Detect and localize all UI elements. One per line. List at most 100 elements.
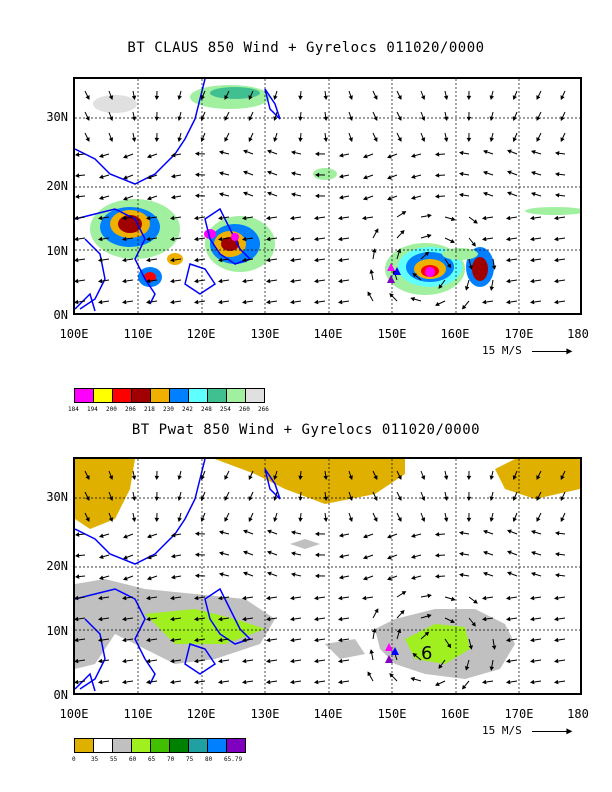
wind-vector-head — [224, 517, 229, 522]
wind-vector-head — [248, 475, 253, 480]
wind-vector-head — [387, 576, 392, 581]
top-lon-label-100e: 100E — [59, 327, 89, 341]
bottom-lon-label-130e: 130E — [250, 707, 280, 721]
wind-vector-head — [273, 137, 278, 142]
wind-vector-head — [464, 285, 470, 291]
wind-vector-head — [481, 215, 487, 221]
wind-vector-head — [169, 236, 175, 242]
wind-vector-head — [420, 137, 426, 142]
wind-vector-head — [489, 666, 495, 671]
bottom-colorbar-tick: 60 — [129, 756, 137, 763]
wind-vector-head — [410, 153, 416, 158]
wind-vector-head — [420, 496, 426, 501]
wind-vector-head — [434, 532, 440, 537]
bottom-vector-scale-arrow: ▶ — [532, 726, 572, 737]
wind-vector-head — [373, 116, 378, 121]
wind-vector-head — [75, 236, 79, 242]
wind-vector-head — [314, 151, 320, 157]
wind-vector-head — [290, 530, 296, 535]
wind-vector-head — [313, 658, 319, 664]
wind-vector-head — [298, 475, 303, 481]
bottom-colorbar-tick: 0 — [72, 756, 76, 763]
wind-vectors — [75, 470, 566, 690]
wind-vector-head — [410, 676, 416, 682]
wind-vector-head — [468, 645, 473, 650]
wind-vector-head — [505, 616, 511, 622]
lat-lon-grid — [75, 79, 580, 313]
wind-vector-head — [420, 95, 426, 100]
wind-vector-head — [553, 595, 559, 601]
wind-vector-head — [241, 595, 247, 601]
wind-vector-head — [154, 475, 160, 481]
wind-vector-head — [145, 679, 151, 685]
wind-vector-head — [553, 299, 559, 305]
wind-vector-head — [387, 196, 392, 201]
wind-vector-head — [154, 95, 160, 101]
pwat-shading — [75, 459, 580, 679]
wind-vector-head — [265, 278, 271, 284]
top-lon-label-170e: 170E — [504, 327, 534, 341]
wind-vector-head — [505, 637, 511, 643]
wind-vector-head — [290, 192, 296, 197]
wind-vector-head — [131, 95, 137, 101]
wind-vector-head — [85, 137, 90, 142]
wind-vector-head — [443, 475, 449, 481]
wind-vector-head — [458, 171, 464, 177]
wind-vector-head — [363, 576, 368, 581]
wind-vector-head — [273, 95, 278, 100]
wind-vector-head — [121, 257, 127, 263]
wind-vector-head — [85, 475, 90, 480]
wind-vector-head — [298, 95, 303, 101]
top-map-panel — [73, 77, 582, 315]
wind-vector-head — [169, 215, 175, 221]
wind-vector-head — [466, 517, 472, 523]
wind-vector-head — [410, 575, 416, 580]
wind-vector-head — [553, 215, 559, 221]
wind-vector-head — [443, 496, 449, 502]
wind-vector-head — [458, 572, 464, 578]
wind-vector-head — [410, 554, 416, 559]
wind-vector-head — [248, 116, 253, 121]
wind-vector-head — [85, 517, 90, 522]
wind-vector-head — [466, 496, 472, 502]
wind-vector-head — [267, 571, 272, 576]
wind-vector-head — [193, 616, 199, 622]
wind-vector-head — [400, 609, 405, 615]
wind-vector-head — [373, 475, 378, 480]
wind-vector-head — [505, 299, 511, 305]
wind-vector-head — [323, 496, 328, 502]
wind-vector-head — [241, 616, 247, 622]
wind-vector-head — [554, 552, 560, 557]
wind-vector-head — [489, 475, 495, 481]
wind-vector-head — [273, 517, 278, 522]
wind-vector-head — [170, 152, 176, 158]
top-colorbar-swatch — [150, 388, 170, 403]
wind-vector-head — [267, 149, 272, 154]
wind-vector-head — [397, 517, 402, 522]
wind-vector-head — [410, 533, 416, 538]
wind-vector-head — [241, 278, 247, 284]
wind-vector-head — [131, 116, 137, 122]
bottom-lon-label-140e: 140E — [313, 707, 343, 721]
wind-vector-head — [489, 137, 495, 143]
wind-vector-head — [298, 137, 303, 143]
wind-vector-head — [97, 637, 103, 643]
wind-vector-head — [131, 496, 137, 502]
bottom-lat-label-20n: 20N — [46, 559, 68, 573]
wind-vector-head — [97, 257, 103, 263]
wind-vector-head — [194, 193, 200, 199]
wind-vector-head — [560, 475, 565, 480]
gyre-markers — [231, 233, 435, 283]
wind-vector-head — [481, 595, 487, 601]
wind-vector-head — [298, 517, 303, 523]
bottom-map-canvas: 6 — [75, 459, 580, 693]
wind-vector-head — [265, 595, 271, 601]
wind-vector-head — [217, 278, 223, 284]
wind-vector-head — [194, 573, 200, 579]
wind-vector-head — [446, 643, 452, 649]
wind-vector-head — [443, 137, 449, 143]
wind-vector-head — [536, 496, 541, 501]
wind-vector-head — [169, 278, 175, 284]
wind-vector-head — [481, 236, 487, 242]
bottom-colorbar-swatch — [226, 738, 246, 753]
